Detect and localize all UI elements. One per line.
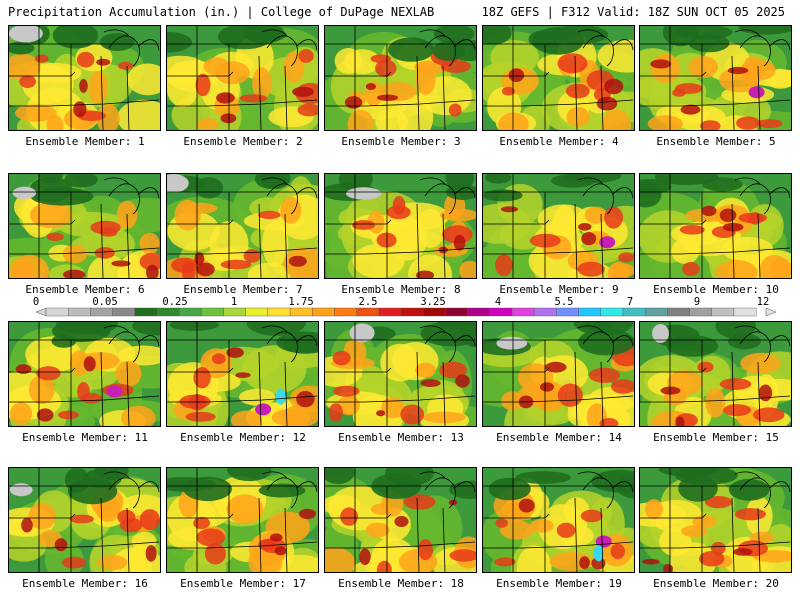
- colorbar-tick: 0.25: [162, 296, 188, 308]
- colorbar-swatch: [534, 307, 557, 317]
- colorbar-swatch: [733, 307, 757, 317]
- colorbar-swatch: [289, 307, 313, 317]
- colorbar-swatch: [578, 307, 602, 317]
- ensemble-member-label: Ensemble Member: 17: [180, 577, 306, 590]
- colorbar-tick: 3.25: [420, 296, 446, 308]
- ensemble-member-label: Ensemble Member: 8: [341, 283, 461, 296]
- colorbar-swatch: [622, 307, 646, 317]
- ensemble-map: [639, 467, 792, 573]
- ensemble-member-label: Ensemble Member: 6: [25, 283, 145, 296]
- ensemble-member-label: Ensemble Member: 9: [499, 283, 619, 296]
- ensemble-member-label: Ensemble Member: 3: [341, 135, 461, 148]
- colorbar-swatch: [378, 307, 402, 317]
- colorbar-swatch: [67, 307, 91, 317]
- colorbar-swatch: [334, 307, 357, 317]
- colorbar-swatch: [156, 307, 180, 317]
- colorbar-swatch: [267, 307, 291, 317]
- ensemble-member-label: Ensemble Member: 5: [656, 135, 776, 148]
- colorbar-tick: 0: [32, 296, 40, 308]
- ensemble-member-label: Ensemble Member: 13: [338, 431, 464, 444]
- colorbar-tick: 9: [693, 296, 701, 308]
- colorbar-swatch: [90, 307, 113, 317]
- ensemble-member-label: Ensemble Member: 18: [338, 577, 464, 590]
- ensemble-map: [324, 467, 477, 573]
- colorbar-swatch: [134, 307, 158, 317]
- colorbar-swatch: [689, 307, 712, 317]
- colorbar-swatch: [112, 307, 135, 317]
- ensemble-map: [639, 173, 792, 279]
- colorbar-swatch: [223, 307, 246, 317]
- colorbar-tick: 2.5: [358, 296, 378, 308]
- colorbar-swatch: [600, 307, 624, 317]
- colorbar-tick: 5.5: [554, 296, 574, 308]
- colorbar-swatch: [711, 307, 735, 317]
- map-title: Precipitation Accumulation (in.) | Colle…: [8, 5, 435, 19]
- model-valid-time: 18Z GEFS | F312 Valid: 18Z SUN OCT 05 20…: [481, 5, 785, 19]
- colorbar-swatch: [312, 307, 335, 317]
- ensemble-map: [482, 321, 635, 427]
- colorbar-swatch: [667, 307, 690, 317]
- ensemble-map: [8, 173, 161, 279]
- colorbar-tick: 7: [626, 296, 634, 308]
- ensemble-map: [8, 467, 161, 573]
- ensemble-member-label: Ensemble Member: 20: [653, 577, 779, 590]
- ensemble-member-label: Ensemble Member: 14: [496, 431, 622, 444]
- colorbar-swatch: [467, 307, 491, 317]
- ensemble-map: [482, 173, 635, 279]
- ensemble-map: [166, 467, 319, 573]
- ensemble-member-label: Ensemble Member: 19: [496, 577, 622, 590]
- colorbar-swatch: [489, 307, 513, 317]
- ensemble-member-label: Ensemble Member: 10: [653, 283, 779, 296]
- colorbar-tick: 4: [494, 296, 502, 308]
- ensemble-member-label: Ensemble Member: 11: [22, 431, 148, 444]
- ensemble-member-label: Ensemble Member: 4: [499, 135, 619, 148]
- ensemble-member-label: Ensemble Member: 2: [183, 135, 303, 148]
- precip-colorbar: 0 0.05 0.25 1 1.75 2.5 3.25 4 5.5 7 9 12: [8, 296, 792, 320]
- ensemble-map: [166, 25, 319, 131]
- ensemble-map: [166, 321, 319, 427]
- colorbar-tick: 1: [230, 296, 238, 308]
- colorbar-swatch: [556, 307, 579, 317]
- colorbar-swatch: [645, 307, 668, 317]
- ensemble-map: [8, 25, 161, 131]
- ensemble-member-label: Ensemble Member: 7: [183, 283, 303, 296]
- ensemble-map: [8, 321, 161, 427]
- ensemble-map: [482, 25, 635, 131]
- colorbar-swatch: [178, 307, 202, 317]
- ensemble-member-label: Ensemble Member: 12: [180, 431, 306, 444]
- colorbar-tick: 1.75: [288, 296, 314, 308]
- colorbar-scale: [35, 307, 777, 317]
- ensemble-map: [639, 25, 792, 131]
- colorbar-swatch: [245, 307, 269, 317]
- colorbar-swatch: [511, 307, 535, 317]
- ensemble-map: [324, 25, 477, 131]
- colorbar-swatch: [400, 307, 424, 317]
- colorbar-swatch: [356, 307, 380, 317]
- colorbar-swatch: [423, 307, 446, 317]
- colorbar-tick: 12: [756, 296, 770, 308]
- colorbar-swatch: [201, 307, 224, 317]
- ensemble-member-label: Ensemble Member: 16: [22, 577, 148, 590]
- ensemble-member-label: Ensemble Member: 1: [25, 135, 145, 148]
- ensemble-map: [324, 321, 477, 427]
- colorbar-swatch: [45, 307, 69, 317]
- ensemble-map: [166, 173, 319, 279]
- colorbar-tick: 0.05: [92, 296, 118, 308]
- colorbar-swatch: [445, 307, 468, 317]
- ensemble-map: [324, 173, 477, 279]
- ensemble-map: [482, 467, 635, 573]
- ensemble-map: [639, 321, 792, 427]
- ensemble-member-label: Ensemble Member: 15: [653, 431, 779, 444]
